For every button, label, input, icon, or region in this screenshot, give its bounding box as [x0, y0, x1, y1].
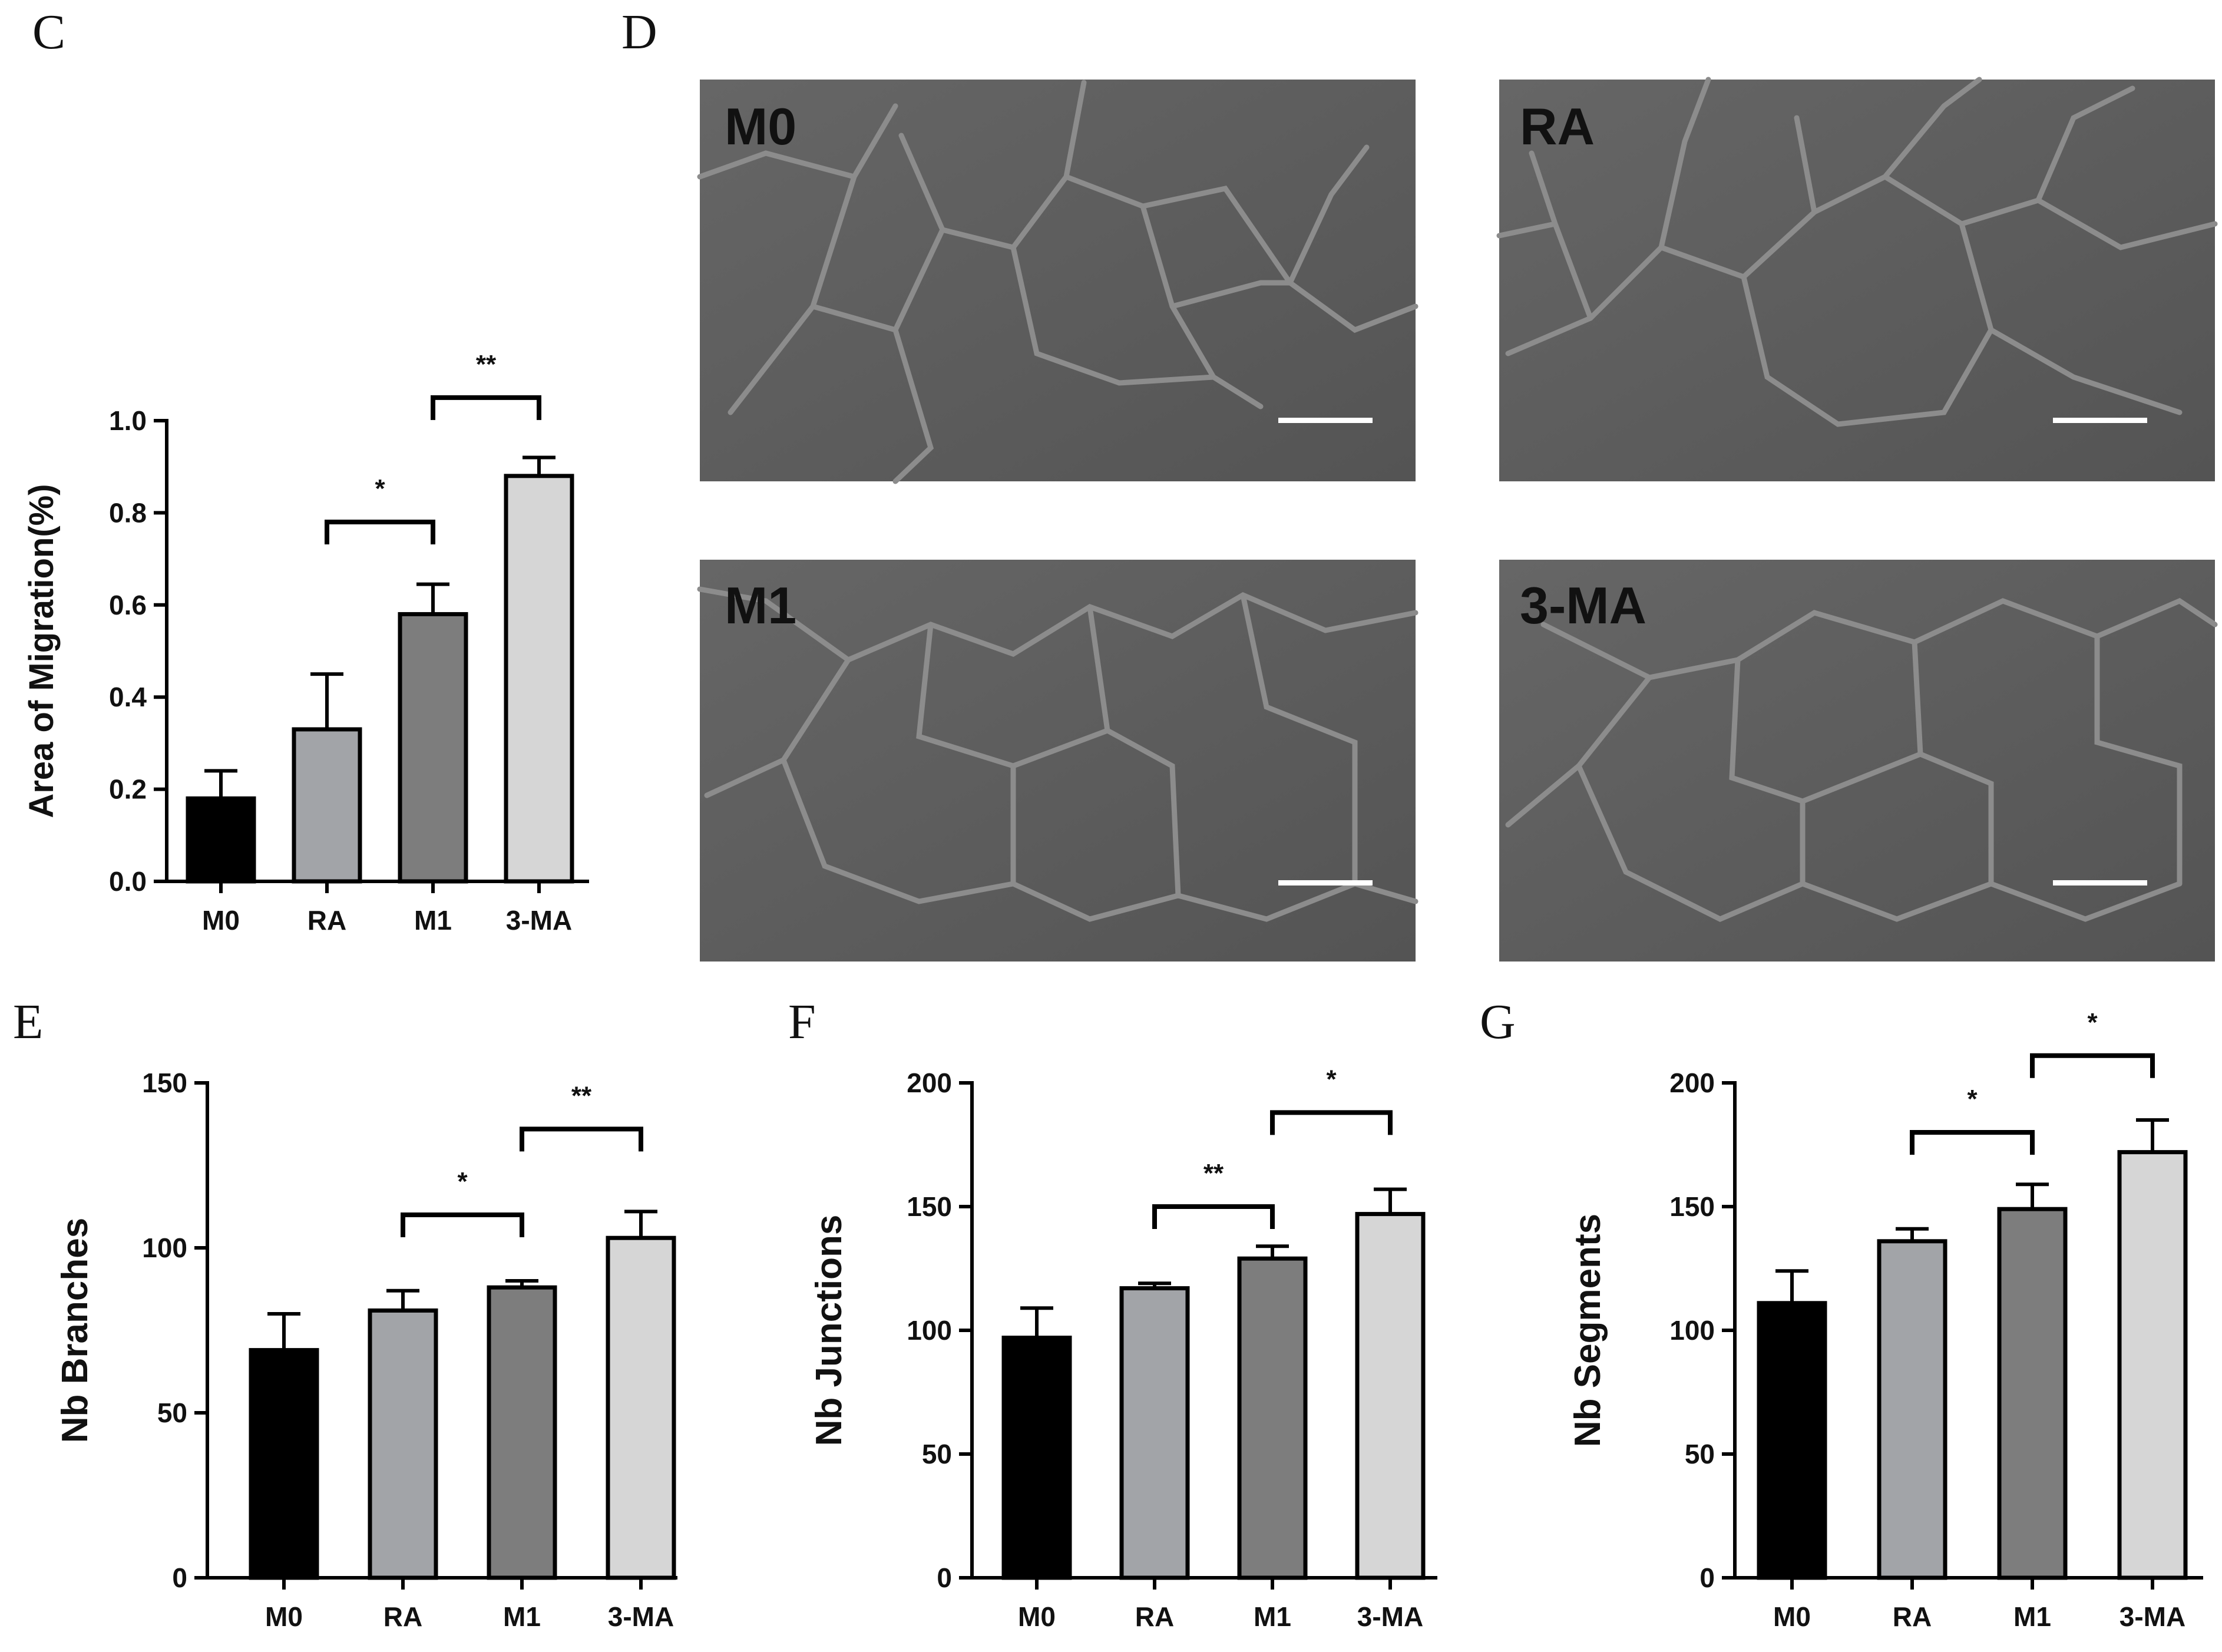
bar-m0 — [1001, 1336, 1072, 1580]
bar-ra — [1877, 1239, 1947, 1580]
bar-m0 — [249, 1348, 319, 1580]
significance-bracket — [520, 1126, 643, 1152]
micrograph-label-3ma: 3-MA — [1520, 576, 1646, 635]
y-tick-label: 200 — [907, 1068, 952, 1098]
y-tick-label: 100 — [142, 1233, 187, 1263]
bar-ra — [368, 1308, 438, 1580]
x-tick-label: RA — [1893, 1601, 1932, 1632]
panel-letter-g: G — [1480, 994, 1516, 1049]
bar-3-ma — [1355, 1212, 1426, 1580]
x-tick-label: RA — [383, 1601, 422, 1632]
y-tick-label: 50 — [1685, 1439, 1715, 1469]
y-tick-label: 0 — [172, 1562, 187, 1593]
y-tick-label: 0.0 — [109, 866, 147, 897]
y-tick-label: 150 — [1669, 1191, 1715, 1222]
bar-ra — [1119, 1286, 1190, 1580]
chart-nb-segments: M0 RA M1 3-MA 0 50 100 150 200 Nb Segments * * — [1568, 1008, 2203, 1632]
x-tick-label: 3-MA — [608, 1601, 674, 1632]
significance-bracket — [2030, 1053, 2155, 1078]
chart-area-of-migration: M0 RA M1 3-MA 0.0 0.2 0.4 0.6 0.8 1.0 Area of Migr… — [22, 350, 589, 936]
micrograph-label-m1: M1 — [725, 576, 796, 635]
significance-bracket — [431, 395, 541, 420]
micrograph-label-ra: RA — [1520, 97, 1595, 156]
significance-marker: * — [1967, 1085, 1978, 1114]
y-axis-label: Nb Branches — [55, 1218, 95, 1443]
y-axis-label: Nb Junctions — [809, 1215, 849, 1446]
significance-bracket — [1270, 1110, 1393, 1135]
y-tick-label: 100 — [907, 1315, 952, 1346]
x-tick-label: M1 — [503, 1601, 541, 1632]
x-tick-label: M1 — [414, 905, 452, 936]
x-tick-label: M1 — [2013, 1601, 2051, 1632]
y-tick-label: 0.6 — [109, 590, 147, 620]
y-tick-label: 150 — [142, 1068, 187, 1098]
y-tick-label: 200 — [1669, 1068, 1715, 1098]
significance-marker: * — [457, 1167, 468, 1196]
bar-m1 — [1237, 1256, 1308, 1580]
y-tick-label: 50 — [157, 1397, 187, 1428]
micrograph-ra: RA — [1496, 77, 2218, 481]
y-tick-label: 150 — [907, 1191, 952, 1222]
x-tick-label: 3-MA — [1357, 1601, 1423, 1632]
micrograph-m1: M1 — [697, 560, 1418, 962]
x-tick-label: M0 — [1773, 1601, 1811, 1632]
y-tick-label: 0 — [937, 1562, 952, 1593]
micrograph-3ma: 3-MA — [1499, 560, 2218, 962]
significance-bracket — [1152, 1204, 1275, 1229]
significance-bracket — [401, 1212, 524, 1237]
significance-marker: ** — [571, 1081, 592, 1110]
significance-marker: * — [1326, 1065, 1337, 1093]
y-tick-label: 0 — [1699, 1562, 1715, 1593]
x-tick-label: M0 — [202, 905, 240, 936]
y-tick-label: 100 — [1669, 1315, 1715, 1346]
y-axis-label: Area of Migration(%) — [22, 484, 61, 818]
bar-m1 — [1997, 1207, 2068, 1580]
x-tick-label: RA — [307, 905, 346, 936]
x-tick-label: 3-MA — [2120, 1601, 2185, 1632]
x-tick-label: M0 — [265, 1601, 303, 1632]
x-tick-label: 3-MA — [506, 905, 572, 936]
bar-m0 — [1757, 1301, 1827, 1580]
panel-letter-c: C — [32, 5, 65, 60]
micrograph-label-m0: M0 — [725, 97, 796, 156]
bar-3-ma — [2117, 1150, 2188, 1580]
y-tick-label: 0.2 — [109, 774, 147, 805]
bar-ra — [292, 727, 362, 884]
significance-marker: ** — [1203, 1159, 1224, 1188]
significance-marker: * — [2087, 1008, 2098, 1037]
y-tick-label: 50 — [922, 1439, 952, 1469]
significance-marker: * — [375, 474, 385, 503]
bar-m1 — [398, 612, 468, 884]
y-tick-label: 0.8 — [109, 497, 147, 528]
panel-letter-f: F — [788, 994, 816, 1049]
y-tick-label: 0.4 — [109, 682, 147, 712]
x-tick-label: M1 — [1254, 1601, 1291, 1632]
micrograph-grid: M0 RA M1 3-MA — [697, 77, 2218, 962]
significance-bracket — [325, 520, 435, 545]
significance-marker: ** — [476, 350, 497, 379]
significance-bracket — [1910, 1130, 2035, 1155]
bar-m0 — [186, 796, 256, 884]
x-tick-label: RA — [1135, 1601, 1174, 1632]
bar-3-ma — [606, 1235, 676, 1580]
panel-letter-e: E — [13, 994, 43, 1049]
y-tick-label: 1.0 — [109, 405, 147, 436]
x-tick-label: M0 — [1018, 1601, 1056, 1632]
micrograph-m0: M0 — [697, 80, 1418, 484]
panel-letter-d: D — [621, 5, 657, 60]
bar-m1 — [487, 1285, 557, 1580]
y-axis-label: Nb Segments — [1568, 1214, 1608, 1447]
bar-3-ma — [504, 474, 574, 884]
